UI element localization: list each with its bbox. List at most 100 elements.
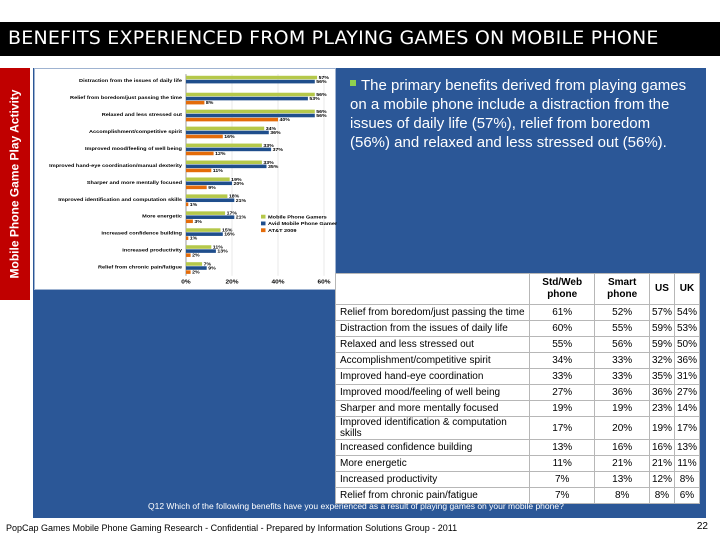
- table-cell: 52%: [594, 304, 650, 321]
- legend-swatch: [261, 228, 266, 233]
- category-label: Relaxed and less stressed out: [102, 112, 183, 117]
- table-header-blank: [335, 273, 530, 305]
- summary-text: The primary benefits derived from playin…: [350, 77, 687, 151]
- bar: [186, 177, 230, 182]
- table-row: Accomplishment/competitive spirit 34% 33% 3…: [335, 352, 701, 369]
- data-label: 16%: [224, 134, 235, 139]
- table-cell: 23%: [648, 400, 675, 417]
- table-cell: 13%: [528, 439, 596, 456]
- table-row-label: Sharper and more mentally focused: [335, 400, 530, 417]
- table-row-label: Relief from boredom/just passing the tim…: [335, 304, 530, 321]
- table-row-label: Increased confidence building: [335, 439, 530, 456]
- bar: [186, 75, 318, 80]
- table-row: Improved hand-eye coordination 33% 33% 35% 3…: [335, 368, 701, 385]
- bar: [186, 168, 212, 173]
- category-label: Relief from boredom/just passing the tim…: [70, 95, 182, 100]
- category-label: Improved mood/feeling of well being: [85, 146, 182, 151]
- table-cell: 55%: [594, 320, 650, 337]
- table-row-label: Improved hand-eye coordination: [335, 368, 530, 385]
- category-label: Increased productivity: [122, 248, 182, 253]
- table-cell: 7%: [528, 487, 596, 504]
- data-label: 56%: [316, 113, 327, 118]
- table-cell: 35%: [648, 368, 675, 385]
- data-label: 19%: [231, 177, 242, 182]
- bar: [186, 253, 191, 257]
- bar: [186, 164, 267, 169]
- table-cell: 20%: [594, 416, 650, 440]
- table-header-row: Std/Web phone Smart phone US UK: [335, 273, 701, 305]
- bar: [186, 117, 278, 122]
- bar: [186, 211, 226, 215]
- bar-chart: 0% 20% 40% 60% Distraction from the issues o…: [34, 68, 337, 290]
- bar: [186, 185, 207, 190]
- table-cell: 31%: [673, 368, 701, 385]
- table-cell: 36%: [648, 384, 675, 401]
- bar: [186, 266, 207, 270]
- table-cell: 8%: [594, 487, 650, 504]
- legend-entry: Mobile Phone Gamers: [268, 215, 327, 220]
- table-cell: 55%: [528, 336, 596, 353]
- bar: [186, 194, 228, 198]
- data-label: 21%: [236, 198, 247, 203]
- data-label: 40%: [280, 117, 291, 122]
- table-cell: 19%: [648, 416, 675, 440]
- bar-chart-svg: 0% 20% 40% 60% Distraction from the issues o…: [49, 74, 337, 285]
- table-row: Relief from boredom/just passing the tim…: [335, 304, 701, 321]
- data-label: 2%: [192, 253, 200, 258]
- category-label: Improved hand-eye coordination/manual de…: [49, 163, 182, 168]
- table-cell: 16%: [648, 439, 675, 456]
- table-cell: 32%: [648, 352, 675, 369]
- data-label: 1%: [190, 236, 198, 241]
- bar: [186, 219, 193, 224]
- title-bar: BENEFITS EXPERIENCED FROM PLAYING GAMES …: [0, 22, 720, 56]
- category-label: Sharper and more mentally focused: [87, 180, 182, 185]
- bar: [186, 262, 203, 266]
- table-row: Improved identification & computation sk…: [335, 416, 701, 440]
- bar: [186, 113, 315, 118]
- bar: [186, 236, 189, 240]
- data-label: 36%: [270, 130, 281, 135]
- page-title: BENEFITS EXPERIENCED FROM PLAYING GAMES …: [8, 27, 659, 49]
- bar: [186, 181, 232, 186]
- table-cell: 54%: [673, 304, 701, 321]
- data-label: 16%: [224, 232, 235, 237]
- summary-bullet: The primary benefits derived from playin…: [350, 76, 690, 152]
- table-row: Increased productivity 7% 13% 12% 8%: [335, 471, 701, 488]
- data-label: 11%: [213, 245, 224, 250]
- table-cell: 59%: [648, 320, 675, 337]
- category-label: Distraction from the issues of daily lif…: [79, 78, 182, 83]
- table-cell: 34%: [528, 352, 596, 369]
- page-number: 22: [696, 521, 708, 532]
- data-label: 12%: [215, 151, 226, 156]
- table-row: Sharper and more mentally focused 19% 19% 2…: [335, 400, 701, 417]
- bar: [186, 202, 189, 207]
- table-cell: 11%: [528, 455, 596, 472]
- bar: [186, 130, 269, 135]
- benefits-table: Std/Web phone Smart phone US UK Relief from…: [335, 273, 701, 504]
- table-cell: 19%: [528, 400, 596, 417]
- category-label: Increased confidence building: [101, 231, 182, 236]
- bar: [186, 160, 262, 165]
- question-text: Q12 Which of the following benefits have…: [148, 501, 564, 511]
- table-cell: 33%: [594, 352, 650, 369]
- footer-text: PopCap Games Mobile Phone Gaming Researc…: [6, 523, 458, 533]
- table-row: More energetic 11% 21% 21% 11%: [335, 455, 701, 472]
- data-label: 57%: [319, 75, 330, 80]
- bar: [186, 109, 315, 114]
- table-cell: 14%: [673, 400, 701, 417]
- data-label: 13%: [217, 249, 228, 254]
- table-header-cell: US: [648, 273, 675, 305]
- bar: [186, 92, 315, 97]
- bar: [186, 96, 308, 101]
- table-cell: 6%: [673, 487, 701, 504]
- table-cell: 50%: [673, 336, 701, 353]
- data-label: 2%: [192, 270, 200, 275]
- bar: [186, 245, 212, 249]
- data-label: 20%: [234, 181, 245, 186]
- table-header-cell: Std/Web phone: [528, 273, 596, 305]
- side-tab: Mobile Phone Game Play Activity: [0, 68, 30, 300]
- table-cell: 27%: [528, 384, 596, 401]
- table-cell: 57%: [648, 304, 675, 321]
- table-cell: 36%: [594, 384, 650, 401]
- table-row-label: Improved identification & computation sk…: [335, 416, 530, 440]
